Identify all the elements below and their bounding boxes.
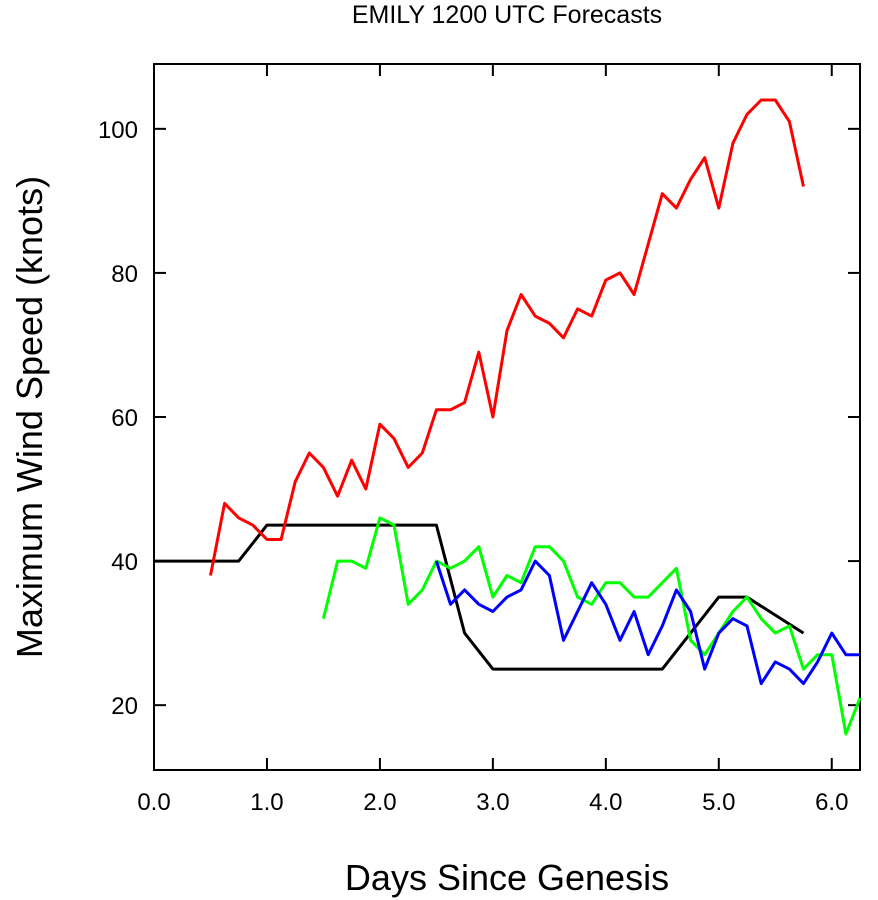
x-tick-label: 0.0 xyxy=(137,789,170,816)
x-tick-label: 2.0 xyxy=(363,789,396,816)
y-tick-label: 40 xyxy=(111,549,138,576)
plot-frame xyxy=(153,63,861,771)
chart-title: EMILY 1200 UTC Forecasts xyxy=(352,1,662,29)
series-line xyxy=(321,516,862,736)
x-tick-label: 5.0 xyxy=(702,789,735,816)
x-axis-label: Days Since Genesis xyxy=(345,857,669,898)
x-tick-label: 3.0 xyxy=(476,789,509,816)
y-axis-label: Maximum Wind Speed (knots) xyxy=(9,176,50,658)
y-tick-label: 60 xyxy=(111,405,138,432)
y-tick-label: 20 xyxy=(111,693,138,720)
axis-ticks: 0.0 1.0 2.0 3.0 4.0 5.0 6.0 20 40 60 80 100 xyxy=(98,64,860,816)
y-tick-label: 80 xyxy=(111,261,138,288)
x-tick-label: 4.0 xyxy=(589,789,622,816)
series-line xyxy=(209,98,805,576)
x-tick-label: 1.0 xyxy=(250,789,283,816)
series-line xyxy=(434,559,860,686)
y-tick-label: 100 xyxy=(98,117,138,144)
series-line xyxy=(154,523,805,671)
series-lines xyxy=(154,98,862,736)
x-tick-label: 6.0 xyxy=(815,789,848,816)
